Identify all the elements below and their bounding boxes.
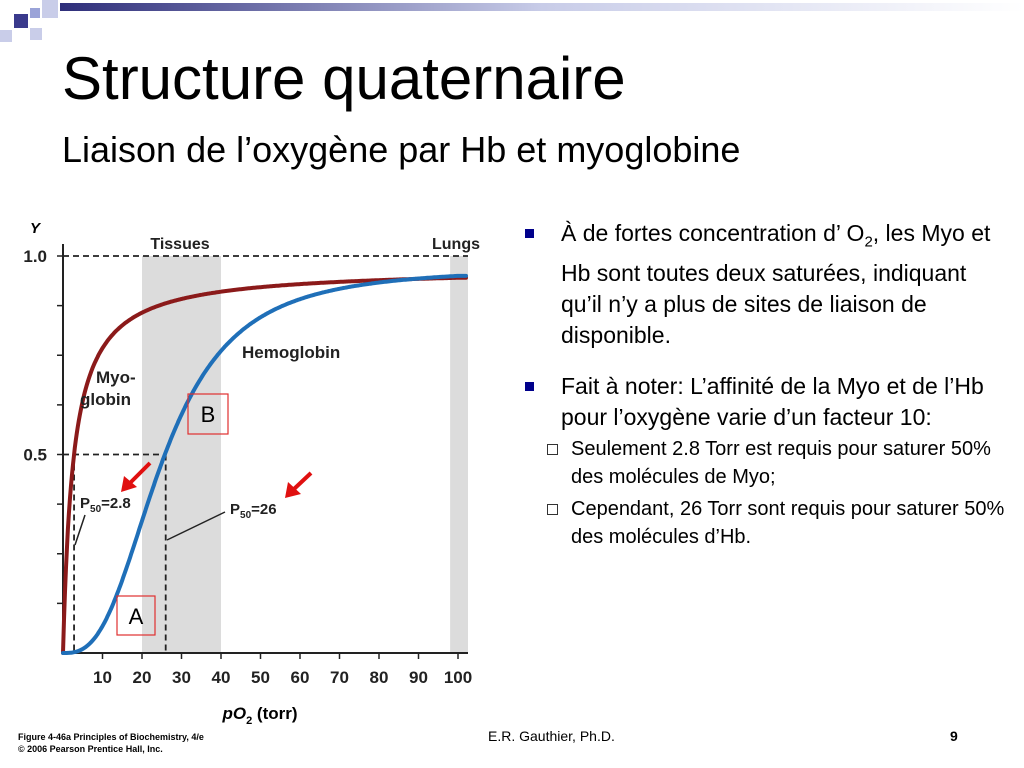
y-axis-label: Y — [30, 220, 42, 237]
x-axis-label: pO2 (torr) — [221, 704, 297, 725]
shaded-region-lungs — [450, 256, 468, 653]
p50-hemoglobin-leader — [166, 511, 226, 541]
red-arrow-hemoglobin — [285, 471, 313, 498]
y-tick-label-0-5: 0.5 — [23, 446, 47, 465]
bullet-affinity: Fait à noter: L’affinité de la Myo et de… — [525, 371, 1010, 551]
x-tick-label-20: 20 — [133, 668, 152, 687]
tissues-label: Tissues — [150, 236, 209, 253]
myoglobin-label-line1: Myo- — [96, 368, 136, 387]
box-a-label: A — [129, 604, 144, 629]
p50-myoglobin-leader — [74, 514, 86, 546]
oxygen-binding-chart: 10 20 30 40 50 60 70 80 90 100 0.5 1.0 Y Tissues Lu… — [23, 220, 480, 725]
x-tick-label-70: 70 — [330, 668, 349, 687]
myoglobin-label-line2: globin — [80, 390, 131, 409]
red-arrow-myoglobin — [121, 461, 152, 492]
bullet-list: À de fortes concentration d’ O2, les Myo… — [525, 218, 1010, 571]
sub-bullet-hb: Cependant, 26 Torr sont requis pour satu… — [525, 495, 1010, 551]
square-bullet-icon — [525, 381, 534, 391]
x-tick-label-50: 50 — [251, 668, 270, 687]
x-tick-label-80: 80 — [370, 668, 389, 687]
sub-bullet-myo: Seulement 2.8 Torr est requis pour satur… — [525, 435, 1010, 491]
box-a — [116, 595, 156, 636]
hollow-square-bullet-icon — [547, 443, 558, 455]
x-tick-label-40: 40 — [212, 668, 231, 687]
bullet-saturation: À de fortes concentration d’ O2, les Myo… — [525, 218, 1010, 351]
x-tick-label-90: 90 — [409, 668, 428, 687]
hollow-square-bullet-icon — [547, 503, 558, 515]
corner-decoration — [0, 0, 1024, 50]
slide-subtitle: Liaison de l’oxygène par Hb et myoglobin… — [62, 129, 741, 170]
lungs-label: Lungs — [432, 236, 480, 253]
footer-author: E.R. Gauthier, Ph.D. — [488, 728, 615, 744]
page-number: 9 — [950, 728, 958, 744]
x-tick-label-100: 100 — [444, 668, 472, 687]
figure-credit: Figure 4-46a Principles of Biochemistry,… — [18, 732, 204, 754]
square-bullet-icon — [525, 229, 534, 238]
x-tick-label-60: 60 — [291, 668, 310, 687]
y-tick-label-1: 1.0 — [23, 247, 47, 266]
slide-title: Structure quaternaire — [62, 45, 626, 112]
myoglobin-curve — [61, 275, 468, 655]
x-tick-label-30: 30 — [172, 668, 191, 687]
p50-myoglobin-label: P50=2.8 — [80, 495, 131, 515]
x-tick-label-10: 10 — [93, 668, 112, 687]
hemoglobin-curve — [61, 273, 468, 655]
box-b-label: B — [201, 402, 216, 427]
p50-hemoglobin-label: P50=26 — [230, 501, 277, 521]
box-b — [187, 393, 229, 435]
hemoglobin-label: Hemoglobin — [242, 343, 340, 362]
